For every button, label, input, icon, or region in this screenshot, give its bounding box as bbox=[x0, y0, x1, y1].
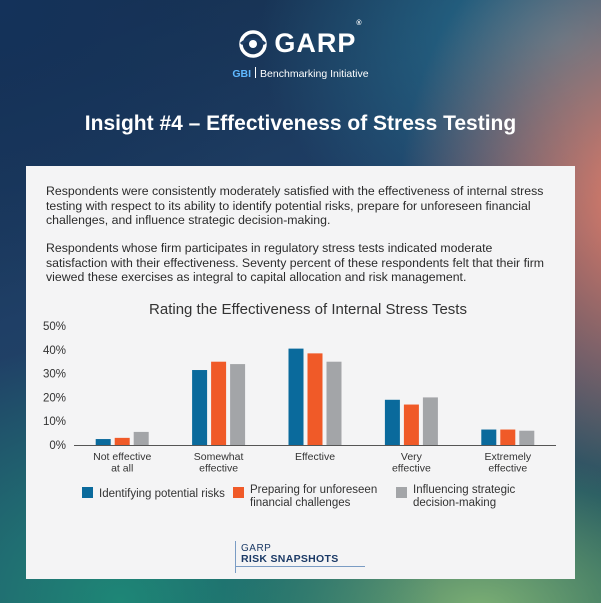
bar bbox=[211, 361, 227, 445]
x-tick-label: Very effective bbox=[392, 451, 431, 475]
bar bbox=[481, 429, 497, 445]
x-tick-label: Effective bbox=[295, 451, 335, 463]
logo-subtitle-text: Benchmarking Initiative bbox=[260, 67, 369, 80]
brand-vertical-rule bbox=[235, 541, 236, 573]
bars bbox=[95, 348, 535, 445]
legend-swatch bbox=[82, 487, 93, 498]
bar bbox=[95, 439, 111, 445]
x-axis-labels: Not effective at all Somewhat effective Effe… bbox=[93, 451, 532, 475]
bar bbox=[519, 430, 535, 445]
x-tick-label: Not effective at all bbox=[93, 451, 151, 475]
content-card: Respondents were consistently moderately… bbox=[26, 166, 575, 579]
bar bbox=[288, 348, 304, 445]
bar bbox=[422, 397, 438, 445]
garp-logo: GARP® GBI Benchmarking Initiative bbox=[0, 20, 601, 80]
y-tick-label: 20% bbox=[43, 392, 66, 404]
y-axis: 0% 10% 20% 30% 40% 50% bbox=[43, 321, 66, 452]
bar bbox=[403, 404, 419, 445]
y-tick-label: 0% bbox=[49, 440, 66, 452]
legend: Identifying potential risks Preparing for… bbox=[82, 484, 516, 509]
x-tick-label: Extremely effective bbox=[484, 451, 531, 475]
logo-wordmark: GARP® bbox=[274, 20, 363, 58]
brand-garp: GARP bbox=[241, 543, 272, 554]
paragraph-2: Respondents whose firm participates in r… bbox=[46, 241, 545, 284]
legend-swatch bbox=[233, 487, 244, 498]
chart: Rating the Effectiveness of Internal Str… bbox=[43, 301, 556, 509]
logo-gbi: GBI bbox=[232, 67, 252, 80]
y-tick-label: 30% bbox=[43, 369, 66, 381]
y-tick-label: 40% bbox=[43, 345, 66, 357]
bar bbox=[114, 437, 130, 445]
y-tick-label: 10% bbox=[43, 416, 66, 428]
logo-registered-mark: ® bbox=[356, 20, 363, 27]
bar bbox=[384, 399, 400, 445]
bar bbox=[230, 364, 246, 445]
bar bbox=[326, 361, 342, 445]
page-title: Insight #4 – Effectiveness of Stress Tes… bbox=[84, 112, 517, 135]
legend-label: Influencing strategic decision-making bbox=[413, 484, 516, 509]
brand-horizontal-rule bbox=[235, 566, 365, 567]
y-tick-label: 50% bbox=[43, 321, 66, 333]
paragraph-1: Respondents were consistently moderately… bbox=[46, 184, 544, 227]
garp-globe-icon bbox=[239, 29, 268, 58]
legend-label: Preparing for unforeseen financial challe… bbox=[250, 484, 377, 509]
logo-subtitle: GBI Benchmarking Initiative bbox=[0, 66, 601, 80]
x-tick-label: Somewhat effective bbox=[194, 451, 244, 475]
bar bbox=[307, 353, 323, 445]
bar bbox=[133, 431, 149, 445]
brand-risk-snapshots: RISK SNAPSHOTS bbox=[241, 553, 339, 565]
legend-swatch bbox=[396, 487, 407, 498]
chart-title: Rating the Effectiveness of Internal Str… bbox=[149, 301, 467, 318]
risk-snapshots-brand: GARP RISK SNAPSHOTS bbox=[228, 541, 368, 581]
bar bbox=[192, 370, 208, 445]
logo-separator bbox=[255, 66, 257, 78]
legend-label: Identifying potential risks bbox=[99, 488, 225, 500]
bar bbox=[500, 429, 516, 445]
